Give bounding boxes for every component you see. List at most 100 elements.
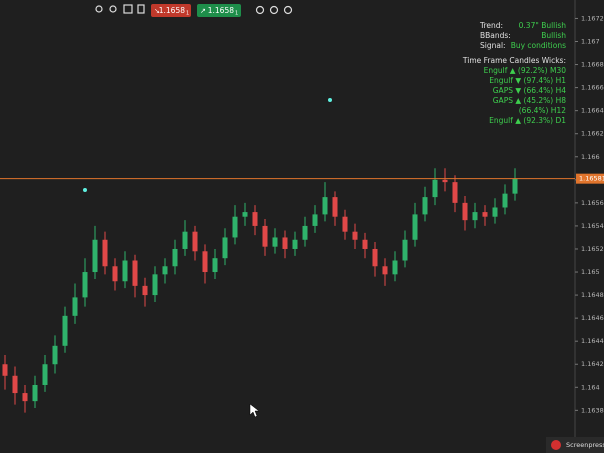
toolbar-icons[interactable]: [95, 4, 293, 15]
candle-body: [322, 197, 328, 215]
candle-body: [282, 237, 288, 249]
signal-dot: [328, 98, 332, 102]
watermark-box: [546, 437, 604, 453]
buy-price: 1.1658: [208, 6, 234, 15]
candle-body: [132, 260, 138, 286]
sell-price: 1.1658: [159, 6, 185, 15]
info-label: Signal:: [480, 41, 506, 50]
candle-body: [492, 207, 498, 217]
candle-body: [512, 178, 518, 194]
candle-body: [152, 274, 158, 296]
watermark-logo: [551, 440, 561, 450]
candle-body: [42, 364, 48, 385]
y-tick-label: 1.1652: [581, 245, 604, 253]
share-icon[interactable]: [269, 5, 279, 15]
wick-signal: (66.4%) H12: [519, 106, 566, 115]
wick-signal: GAPS ▲ (45.2%) H8: [493, 96, 566, 105]
candle-body: [52, 345, 58, 365]
candle-body: [32, 384, 38, 402]
y-tick-label: 1.1666: [581, 84, 604, 92]
candle-body: [352, 231, 358, 240]
candle-body: [442, 179, 448, 183]
candle-body: [222, 237, 228, 259]
settings-icon[interactable]: [123, 4, 133, 14]
candle-body: [142, 285, 148, 296]
y-tick-label: 1.165: [581, 268, 600, 276]
sell-button[interactable]: [151, 4, 191, 17]
y-tick-label: 1.1642: [581, 360, 604, 368]
info-value: Bullish: [541, 31, 566, 40]
y-tick-label: 1.1654: [581, 222, 604, 230]
candle-body: [342, 216, 348, 232]
candle-body: [422, 197, 428, 215]
info-label: Trend:: [479, 21, 503, 30]
candle-body: [382, 266, 388, 275]
candle-body: [172, 248, 178, 267]
zoom-out-icon[interactable]: [109, 5, 117, 13]
candle-body: [82, 272, 88, 298]
candle-body: [242, 212, 248, 217]
y-tick-label: 1.1638: [581, 406, 604, 414]
y-tick-label: 1.1668: [581, 61, 604, 69]
current-price-label: 1.16581: [579, 175, 604, 183]
mouse-cursor: [249, 403, 260, 418]
candle-body: [402, 239, 408, 261]
y-tick-label: 1.1664: [581, 107, 604, 115]
y-tick-label: 1.166: [581, 153, 600, 161]
buy-button[interactable]: [197, 4, 241, 17]
candle-body: [112, 266, 118, 282]
info-icon[interactable]: [255, 5, 265, 15]
candle-body: [452, 182, 458, 203]
candle-body: [262, 225, 268, 247]
candle-body: [392, 260, 398, 275]
candle-body: [232, 216, 238, 238]
sell-arrow: ↘: [154, 7, 160, 15]
y-tick-label: 1.1656: [581, 199, 604, 207]
candle-body: [202, 251, 208, 273]
wick-signal: Engulf ▼ (97.4%) H1: [489, 76, 566, 85]
candle-body: [472, 212, 478, 221]
candle-body: [372, 248, 378, 267]
y-tick-label: 1.1646: [581, 314, 604, 322]
candle-body: [412, 214, 418, 240]
zoom-in-icon[interactable]: [95, 5, 103, 13]
candle-body: [272, 237, 278, 247]
candle-body: [22, 393, 28, 402]
candle-body: [462, 202, 468, 221]
candle-body: [162, 266, 168, 275]
candle-body: [252, 212, 258, 226]
candle-body: [502, 193, 508, 208]
candle-body: [312, 214, 318, 226]
info-label: BBands:: [480, 31, 511, 40]
candle-body: [182, 231, 188, 249]
current-price-box: [576, 173, 604, 184]
y-tick-label: 1.1644: [581, 337, 604, 345]
panel-icon[interactable]: [137, 4, 145, 14]
signal-dot: [83, 188, 87, 192]
y-tick-label: 1.1672: [581, 14, 604, 22]
wick-signal: GAPS ▼ (66.4%) H4: [493, 86, 566, 95]
wicks-title: Time Frame Candles Wicks:: [462, 56, 566, 65]
info-value: 0.37" Bullish: [519, 21, 567, 30]
candle-body: [432, 179, 438, 198]
y-tick-label: 1.164: [581, 383, 600, 391]
candle-body: [92, 239, 98, 273]
candle-body: [72, 297, 78, 316]
candle-body: [482, 212, 488, 217]
candle-body: [102, 239, 108, 267]
sell-pip: 1: [186, 11, 189, 17]
watermark: Screenpresso.com: [566, 441, 604, 449]
candle-body: [122, 260, 128, 282]
alert-icon[interactable]: [283, 5, 293, 15]
info-value: Buy conditions: [511, 41, 566, 50]
y-tick-label: 1.1648: [581, 291, 604, 299]
y-tick-label: 1.167: [581, 37, 600, 45]
candle-body: [362, 239, 368, 249]
wick-signal: Engulf ▲ (92.2%) M30: [484, 66, 567, 75]
y-tick-label: 1.1662: [581, 130, 604, 138]
candle-body: [192, 231, 198, 252]
candle-body: [2, 364, 8, 376]
buy-pip: 1: [235, 11, 238, 17]
candle-body: [332, 197, 338, 217]
